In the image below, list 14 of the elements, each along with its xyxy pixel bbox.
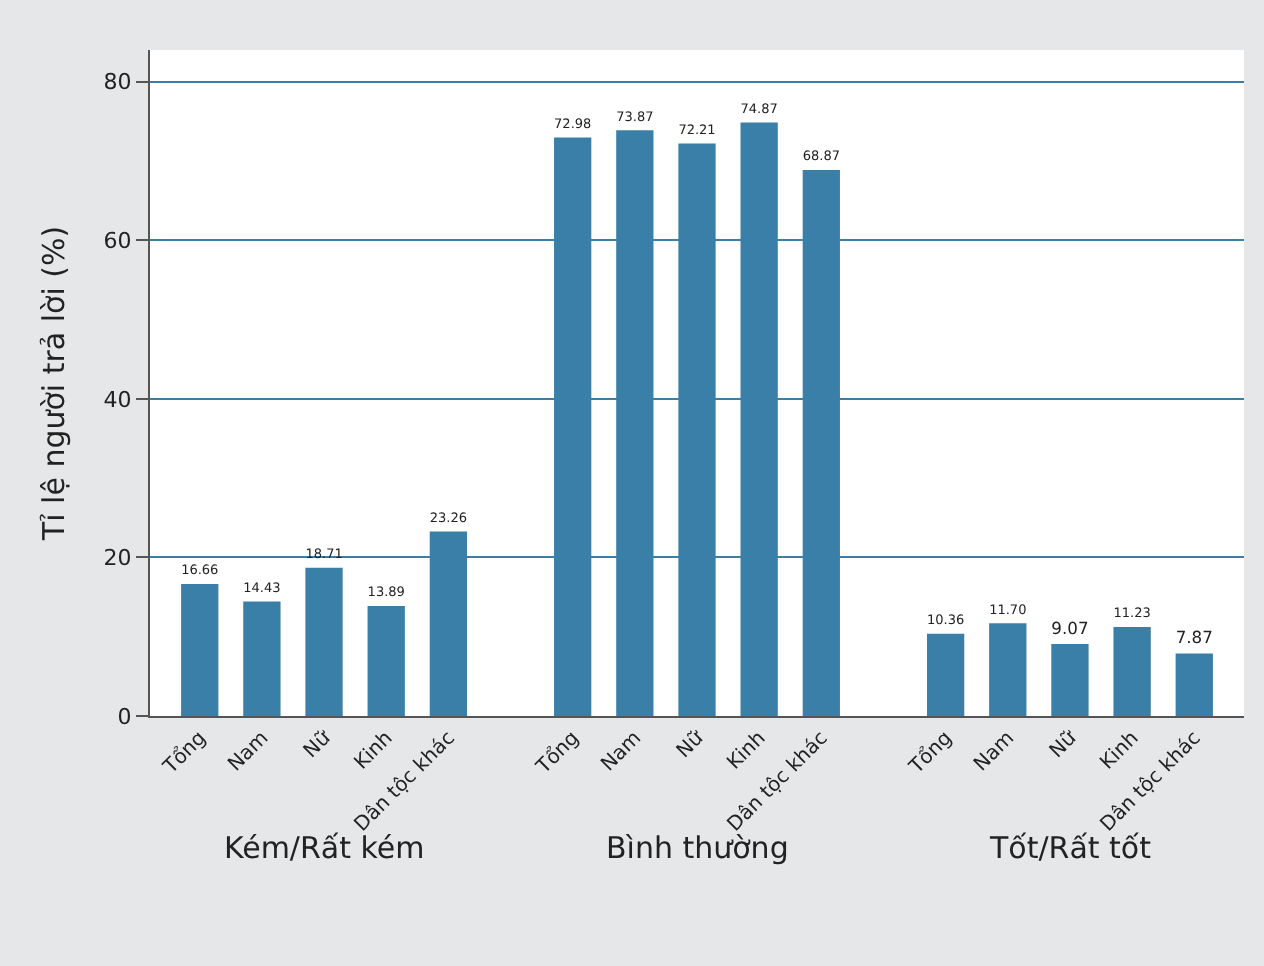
y-tick-label: 20 bbox=[103, 545, 132, 572]
x-tick-label: Nữ bbox=[673, 726, 710, 763]
y-tick-label: 0 bbox=[117, 703, 132, 730]
data-label: 7.87 bbox=[1175, 627, 1213, 648]
text: Tốt/Rất tốt bbox=[988, 830, 1152, 866]
y-tick-label: 40 bbox=[103, 386, 132, 413]
y-tick-label: 80 bbox=[103, 69, 132, 96]
x-tick-label: Nữ bbox=[1046, 726, 1083, 763]
y-axis-title: Tỉ lệ người trả lời (%) bbox=[36, 225, 73, 543]
data-label: 9.07 bbox=[1051, 617, 1089, 638]
y-tick-label: 60 bbox=[103, 227, 132, 254]
x-tick-label: Nữ bbox=[300, 726, 337, 763]
text: Bình thường bbox=[606, 830, 789, 866]
text: Kém/Rất kém bbox=[224, 830, 425, 866]
